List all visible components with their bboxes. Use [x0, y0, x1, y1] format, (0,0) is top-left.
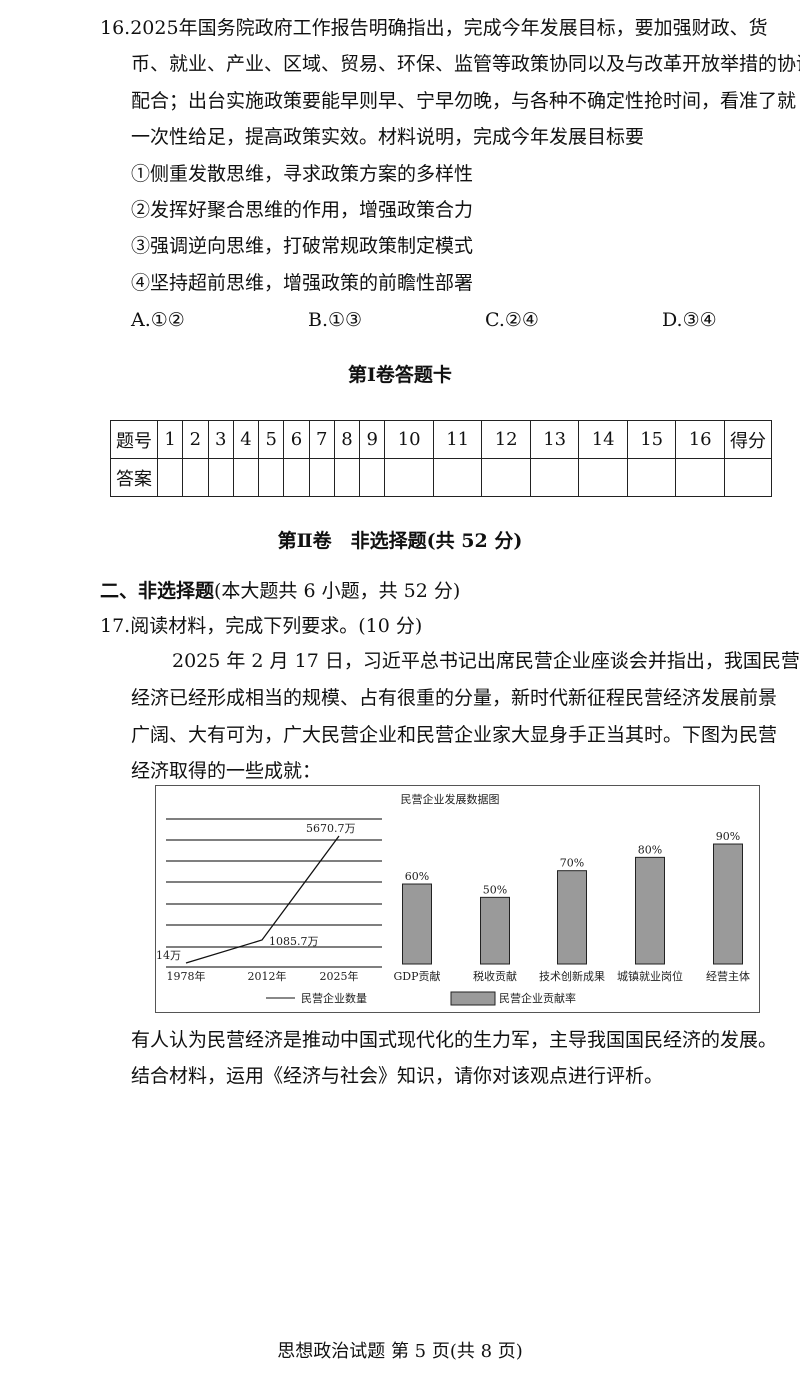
score-label: 得分 — [724, 420, 772, 459]
bar-category-label: GDP贡献 — [393, 969, 440, 983]
question-number: 13 — [529, 420, 580, 459]
question-number: 16 — [675, 420, 725, 459]
answer-card-title: 第Ⅰ卷答题卡 — [348, 364, 452, 386]
legend-label-bar: 民营企业贡献率 — [499, 991, 576, 1005]
q17-para-line: 广阔、大有可为，广大民营企业和民营企业家大显身手正当其时。下图为民营 — [131, 724, 778, 746]
x-tick-label: 2025年 — [320, 969, 359, 983]
answer-cell[interactable] — [207, 458, 234, 497]
bar-data-label: 50% — [483, 883, 507, 896]
row-label: 答案 — [110, 458, 158, 497]
bar-3 — [557, 870, 587, 965]
choice-b: B.①③ — [308, 309, 363, 331]
question-number: 4 — [232, 420, 260, 459]
bar-category-label: 技术创新成果 — [539, 969, 605, 983]
question-number: 14 — [578, 420, 628, 459]
answer-cell[interactable] — [578, 458, 628, 497]
number-row: 题号 1 2 3 4 5 6 7 8 9 10 11 12 13 14 15 16 得分 — [110, 420, 772, 459]
q16-line: 16.2025年国务院政府工作报告明确指出，完成今年发展目标，要加强财政、货 — [100, 17, 768, 39]
bar-data-label: 90% — [716, 830, 740, 843]
answer-cell[interactable] — [156, 458, 184, 497]
section-heading: 二、非选择题(本大题共 6 小题，共 52 分) — [100, 580, 460, 602]
answer-cell[interactable] — [283, 458, 310, 497]
q16-line: 一次性给足，提高政策实效。材料说明，完成今年发展目标要 — [131, 126, 645, 148]
question-number: 7 — [308, 420, 335, 459]
bar-2 — [480, 896, 510, 965]
legend-label-line: 民营企业数量 — [301, 991, 367, 1005]
chart-figure: 民营企业发展数据图 14万 1085.7万 5670.7万 1978年 2012年 2025… — [155, 785, 760, 1013]
choice-c: C.②④ — [485, 309, 539, 331]
page-footer: 思想政治试题 第 5 页(共 8 页) — [277, 1341, 523, 1362]
bar-5 — [713, 843, 743, 965]
bar-category-label: 税收贡献 — [473, 969, 517, 983]
choice-a: A.①② — [131, 309, 185, 331]
question-number: 15 — [626, 420, 677, 459]
answer-card-table: 题号 1 2 3 4 5 6 7 8 9 10 11 12 13 14 15 16 得分 答案 — [110, 420, 772, 497]
answer-cell[interactable] — [258, 458, 285, 497]
bar-data-label: 70% — [560, 857, 584, 870]
line-data-label: 1085.7万 — [269, 935, 319, 948]
answer-cell[interactable] — [384, 458, 434, 497]
x-tick-label: 2012年 — [248, 969, 287, 983]
q16-item: ②发挥好聚合思维的作用，增强政策合力 — [131, 199, 474, 221]
question-number: 2 — [182, 420, 209, 459]
bar-category-label: 城镇就业岗位 — [617, 969, 683, 983]
row-label: 题号 — [110, 420, 158, 459]
question-number: 1 — [156, 420, 184, 459]
question-number: 3 — [207, 420, 234, 459]
question-number: 8 — [333, 420, 361, 459]
question-number: 12 — [481, 420, 531, 459]
section-note: (本大题共 6 小题，共 52 分) — [214, 580, 461, 602]
q16-line: 币、就业、产业、区域、贸易、环保、监管等政策协同以及与改革开放举措的协调 — [131, 53, 800, 75]
answer-cell[interactable] — [232, 458, 260, 497]
line-series-quantity — [185, 835, 340, 964]
part2-title: 第Ⅱ卷 非选择题(共 52 分) — [277, 530, 523, 552]
answer-cell[interactable] — [308, 458, 335, 497]
question-number: 5 — [258, 420, 285, 459]
answer-cell[interactable] — [675, 458, 725, 497]
answer-cell[interactable] — [333, 458, 361, 497]
question-number: 10 — [384, 420, 434, 459]
q17-para-line: 经济取得的一些成就： — [131, 760, 322, 782]
answer-cell[interactable] — [359, 458, 386, 497]
q17-question-line: 结合材料，运用《经济与社会》知识，请你对该观点进行评析。 — [131, 1065, 664, 1087]
answer-cell[interactable] — [432, 458, 483, 497]
q16-item: ④坚持超前思维，增强政策的前瞻性部署 — [131, 272, 474, 294]
bar-4 — [635, 856, 665, 965]
q16-item: ①侧重发散思维，寻求政策方案的多样性 — [131, 163, 474, 185]
score-cell[interactable] — [724, 458, 772, 497]
q17-heading: 17.阅读材料，完成下列要求。(10 分) — [100, 615, 423, 637]
legend-bar-icon — [450, 991, 496, 1006]
bar-data-label: 80% — [638, 843, 662, 856]
q17-para-line: 2025 年 2 月 17 日，习近平总书记出席民营企业座谈会并指出，我国民营 — [172, 650, 800, 672]
q16-line: 配合；出台实施政策要能早则早、宁早勿晚，与各种不确定性抢时间，看准了就 — [131, 90, 797, 112]
answer-cell[interactable] — [182, 458, 209, 497]
q17-question-line: 有人认为民营经济是推动中国式现代化的生力军，主导我国国民经济的发展。 — [131, 1029, 778, 1051]
bar-category-label: 经营主体 — [706, 969, 750, 983]
section-label: 二、非选择题 — [100, 580, 215, 602]
q17-para-line: 经济已经形成相当的规模、占有很重的分量，新时代新征程民营经济发展前景 — [131, 687, 778, 709]
answer-cell[interactable] — [626, 458, 677, 497]
line-data-label: 14万 — [156, 949, 181, 962]
choice-d: D.③④ — [662, 309, 717, 331]
q16-item: ③强调逆向思维，打破常规政策制定模式 — [131, 235, 474, 257]
question-number: 11 — [432, 420, 483, 459]
chart-title: 民营企业发展数据图 — [401, 792, 500, 806]
question-number: 9 — [359, 420, 386, 459]
answer-row: 答案 — [110, 458, 772, 497]
question-number: 6 — [283, 420, 310, 459]
chart-svg: 民营企业发展数据图 14万 1085.7万 5670.7万 1978年 2012年 2025… — [156, 792, 750, 1006]
answer-cell[interactable] — [529, 458, 580, 497]
bar-data-label: 60% — [405, 870, 429, 883]
answer-cell[interactable] — [481, 458, 531, 497]
line-data-label: 5670.7万 — [306, 822, 356, 835]
x-tick-label: 1978年 — [167, 969, 206, 983]
bar-1 — [402, 883, 432, 965]
